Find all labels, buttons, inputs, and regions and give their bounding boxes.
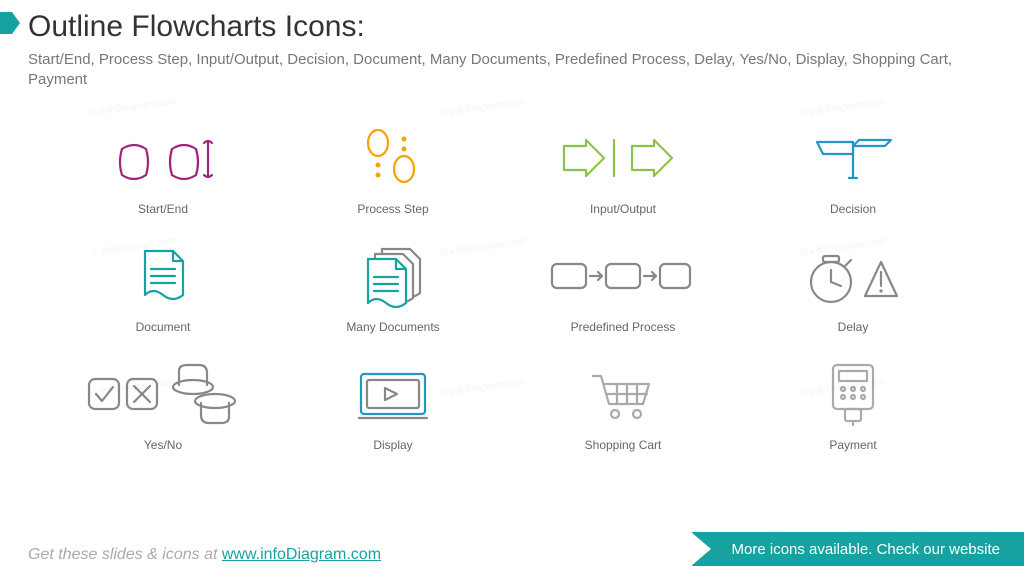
yes-no-icon [83,356,243,432]
yes-no-cell: Yes/No [48,356,278,452]
predefined-process-label: Predefined Process [571,320,676,334]
start-end-icon [108,120,218,196]
decision-label: Decision [830,202,876,216]
start-end-label: Start/End [138,202,188,216]
predefined-process-icon [548,238,698,314]
delay-label: Delay [838,320,869,334]
many-documents-label: Many Documents [346,320,439,334]
process-step-icon [358,120,428,196]
process-step-cell: Process Step [278,120,508,216]
display-label: Display [373,438,412,452]
footer-link[interactable]: www.infoDiagram.com [222,546,381,563]
start-end-cell: Start/End [48,120,278,216]
shopping-cart-icon [587,356,659,432]
decision-icon [813,120,893,196]
delay-cell: Delay [738,238,968,334]
process-step-label: Process Step [357,202,428,216]
shopping-cart-cell: Shopping Cart [508,356,738,452]
footer-left-text: Get these slides & icons at [28,546,222,563]
display-icon [353,356,433,432]
decision-cell: Decision [738,120,968,216]
payment-icon [823,356,883,432]
page-subtitle: Start/End, Process Step, Input/Output, D… [28,50,988,91]
display-cell: Display [278,356,508,452]
shopping-cart-label: Shopping Cart [585,438,662,452]
many-documents-icon [358,238,428,314]
input-output-label: Input/Output [590,202,656,216]
slide: Outline Flowcharts Icons: Start/End, Pro… [0,0,1024,576]
many-documents-cell: Many Documents [278,238,508,334]
icon-grid: Start/End Process Step Input/Output Deci… [48,120,968,452]
watermark: © infoDiagram.com [440,96,526,119]
footer-left: Get these slides & icons at www.infoDiag… [28,546,381,564]
input-output-cell: Input/Output [508,120,738,216]
document-label: Document [136,320,191,334]
slide-accent-notch [0,12,12,34]
document-cell: Document [48,238,278,334]
page-title: Outline Flowcharts Icons: [28,10,365,44]
payment-label: Payment [829,438,876,452]
yes-no-label: Yes/No [144,438,182,452]
watermark: © infoDiagram.com [90,96,176,119]
predefined-process-cell: Predefined Process [508,238,738,334]
input-output-icon [558,120,688,196]
footer-right-text: More icons available. Check our website [732,541,1000,558]
document-icon [135,238,191,314]
watermark: © infoDiagram.com [800,96,886,119]
payment-cell: Payment [738,356,968,452]
footer-right-banner: More icons available. Check our website [692,532,1024,566]
delay-icon [803,238,903,314]
